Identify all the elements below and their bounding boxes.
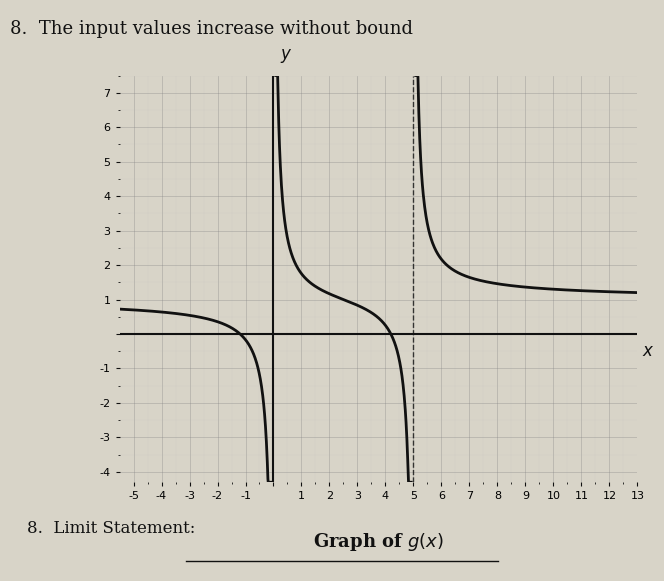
Text: $x$: $x$: [643, 343, 655, 360]
Text: Graph of $g(x)$: Graph of $g(x)$: [313, 531, 444, 553]
Text: 8.  Limit Statement:: 8. Limit Statement:: [27, 520, 195, 537]
Text: $y$: $y$: [280, 47, 293, 65]
Text: 8.  The input values increase without bound: 8. The input values increase without bou…: [9, 20, 412, 38]
